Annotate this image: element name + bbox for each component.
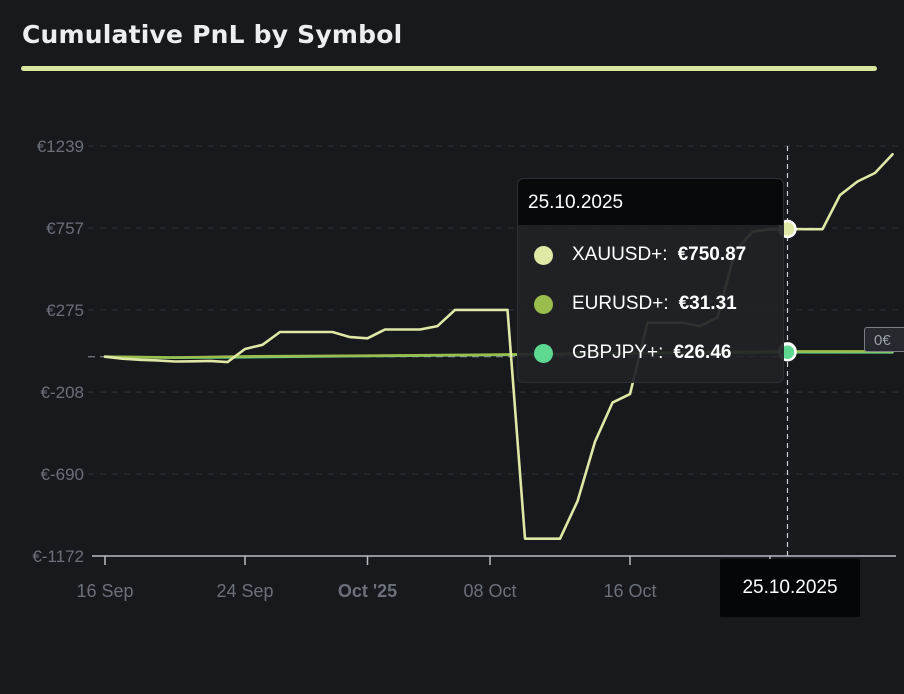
y-tick-label: €757 — [46, 219, 84, 238]
y-tick-label: €-208 — [41, 383, 84, 402]
x-tick-label: 24 Sep — [216, 581, 273, 601]
tooltip-series-value: €750.87 — [677, 244, 747, 265]
x-tick-label: 08 Oct — [463, 581, 516, 601]
tooltip-series-label: EURUSD+: — [572, 293, 669, 314]
y-axis: €1239 €757 €275 €-208 €-690 €-1172 — [32, 137, 84, 566]
chart-title: Cumulative PnL by Symbol — [22, 20, 403, 49]
y-tick-label: €275 — [46, 301, 84, 320]
x-axis: 16 Sep 24 Sep Oct '25 08 Oct 16 Oct — [76, 555, 896, 601]
tooltip-series-value: €31.31 — [678, 293, 737, 314]
y-tick-label: €1239 — [37, 137, 84, 156]
tooltip-row-xauusd: XAUUSD+: €750.87 — [534, 243, 746, 267]
tooltip-series-label: XAUUSD+: — [572, 244, 668, 265]
eurusd-swatch-icon — [534, 294, 553, 314]
tooltip-date: 25.10.2025 — [518, 179, 783, 225]
xauusd-swatch-icon — [534, 245, 553, 265]
x-tick-label: 16 Oct — [603, 581, 656, 601]
title-underline — [21, 66, 877, 71]
tooltip-row-gbpjpy: GBPJPY+: €26.46 — [534, 341, 731, 365]
y-tick-label: €-690 — [41, 465, 84, 484]
tooltip-series-value: €26.46 — [673, 342, 732, 363]
tooltip-row-eurusd: EURUSD+: €31.31 — [534, 292, 737, 316]
x-tick-label: 16 Sep — [76, 581, 133, 601]
y-tick-label: €-1172 — [32, 547, 84, 566]
gbpjpy-swatch-icon — [534, 343, 553, 363]
x-tick-label: Oct '25 — [338, 581, 397, 601]
hover-tooltip: 25.10.2025 XAUUSD+: €750.87 EURUSD+: €31… — [517, 178, 784, 383]
crosshair-date-label: 25.10.2025 — [720, 559, 860, 617]
zero-line-badge: 0€ — [864, 327, 904, 352]
tooltip-series-label: GBPJPY+: — [572, 342, 664, 363]
